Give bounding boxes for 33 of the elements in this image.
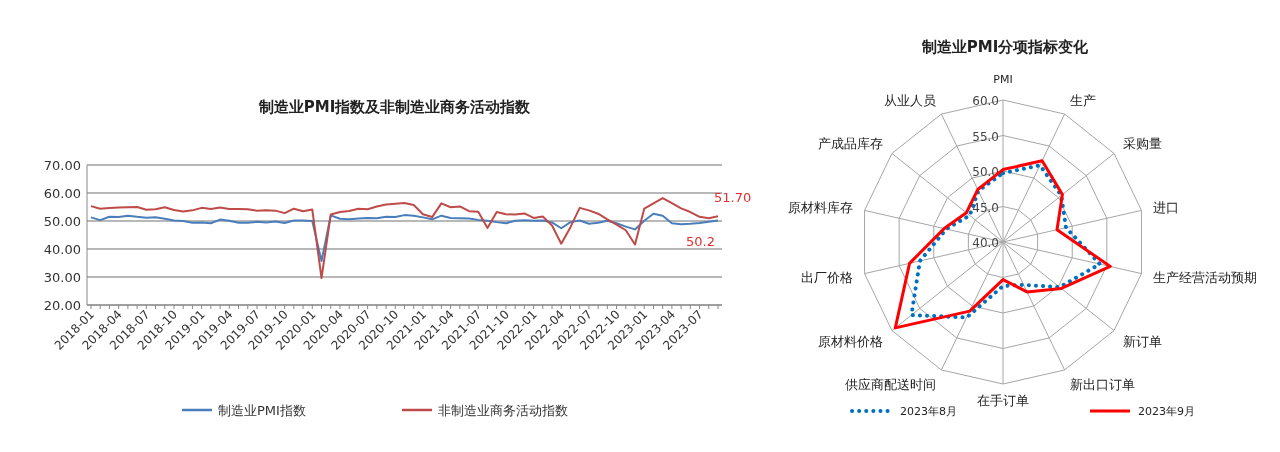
spoke-label: 从业人员 [884,92,937,108]
legend-label: 2023年9月 [1138,405,1195,418]
legend-label: 制造业PMI指数 [218,403,306,418]
spoke-label: 采购量 [1123,136,1163,152]
legend-label: 非制造业商务活动指数 [438,403,568,418]
spoke-label: 供应商配送时间 [845,377,937,393]
y-tick-label: 40.00 [43,242,81,257]
spoke-label: 新出口订单 [1069,377,1135,393]
line-series [90,212,719,263]
spoke-label: 原材料库存 [787,199,853,215]
annotation: 50.2 [686,234,715,250]
spoke-label: 出厂价格 [800,270,853,286]
spoke-label: 生产经营活动预期 [1153,270,1258,286]
spoke-label: PMI [993,73,1013,86]
spoke-label: 进口 [1153,199,1180,215]
y-tick-label: 45.0 [972,200,999,215]
y-tick-label: 50.00 [43,214,81,229]
y-tick-label: 55.0 [972,129,999,144]
chart-title: 制造业PMI指数及非制造业商务活动指数 [257,98,532,116]
y-tick-label: 30.00 [43,270,81,285]
spoke-label: 生产 [1069,92,1096,108]
spoke-label: 产成品库存 [817,136,883,152]
legend-label: 2023年8月 [900,405,957,418]
y-tick-label: 60.0 [972,94,999,108]
y-tick-label: 70.00 [43,158,81,173]
y-tick-label: 60.00 [43,186,81,201]
spoke-label: 原材料价格 [817,333,883,349]
chart-title: 制造业PMI分项指标变化 [920,38,1090,56]
y-tick-label: 40.0 [972,236,999,250]
annotation: 51.70 [714,190,752,206]
spoke-label: 在手订单 [977,393,1029,408]
spoke-label: 新订单 [1123,333,1163,349]
y-tick-label: 20.00 [43,298,81,313]
